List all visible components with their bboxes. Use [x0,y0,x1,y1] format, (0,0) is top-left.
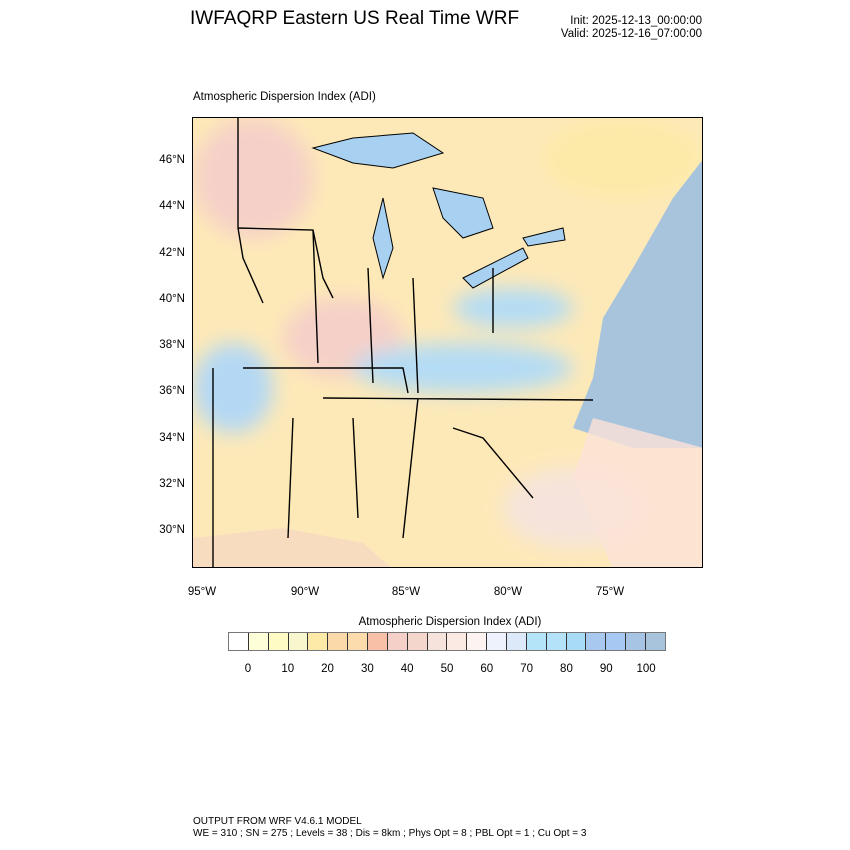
colorbar-tick-label: 60 [480,663,494,675]
colorbar-swatch [288,633,309,650]
gulf-of-mexico [193,528,391,567]
colorbar-tick-label: 70 [520,663,534,675]
colorbar-swatch [427,633,448,650]
colorbar-swatch [348,633,369,650]
lon-label: 75°W [595,586,625,598]
colorbar [228,632,666,651]
lon-label: 85°W [391,586,421,598]
colorbar-swatch [626,633,647,650]
colorbar-tick-label: 80 [560,663,573,675]
colorbar-swatch [387,633,408,650]
lon-label: 80°W [493,586,523,598]
low-adi-region [543,118,702,198]
lat-label: 40°N [159,293,185,305]
init-time: Init: 2025-12-13_00:00:00 [570,15,702,27]
colorbar-tick-label: 20 [321,663,334,675]
lat-label: 30°N [159,524,185,536]
lake-michigan [372,197,394,280]
colorbar-swatch [248,633,269,650]
colorbar-tick-label: 10 [281,663,295,675]
lat-label: 32°N [159,478,185,490]
colorbar-swatch [229,633,249,650]
colorbar-swatch [368,633,388,650]
lat-label: 34°N [159,432,185,444]
colorbar-swatch [447,633,468,650]
adi-map [192,117,703,568]
valid-time: Valid: 2025-12-16_07:00:00 [560,28,702,40]
lat-label: 38°N [159,339,185,351]
colorbar-swatch [606,633,627,650]
colorbar-swatch [328,633,349,650]
colorbar-tick-label: 0 [244,663,252,675]
atlantic-ocean [573,160,702,448]
colorbar-tick-label: 40 [400,663,414,675]
lat-label: 46°N [159,154,185,166]
colorbar-tick-label: 30 [360,663,374,675]
colorbar-swatch [487,633,508,650]
colorbar-swatch [407,633,428,650]
colorbar-title: Atmospheric Dispersion Index (ADI) [358,616,542,628]
state-borders [212,118,594,567]
colorbar-swatch [646,633,665,650]
colorbar-swatch [308,633,329,650]
lake-erie [462,247,529,289]
ocean-region [573,418,702,567]
colorbar-tick-label: 100 [636,663,656,675]
footer-config: WE = 310 ; SN = 275 ; Levels = 38 ; Dis … [193,828,587,839]
map-canvas [193,118,702,567]
lat-label: 36°N [159,385,185,397]
colorbar-swatch [268,633,289,650]
very-high-adi-region [453,288,573,328]
colorbar-swatch [566,633,587,650]
plot-title: IWFAQRP Eastern US Real Time WRF [190,8,520,29]
lon-label: 90°W [290,586,320,598]
lake-ontario [522,227,566,247]
lat-label: 44°N [159,200,185,212]
map-subtitle: Atmospheric Dispersion Index (ADI) [193,91,376,103]
footer-model: OUTPUT FROM WRF V4.6.1 MODEL [193,816,362,827]
lon-label: 95°W [187,586,217,598]
lake-superior [311,132,445,169]
lat-label: 42°N [159,247,185,259]
colorbar-tick-label: 50 [440,663,454,675]
very-high-adi-region [193,343,273,433]
high-adi-region [193,118,313,238]
colorbar-swatch [467,633,488,650]
lake-huron [432,187,494,239]
colorbar-swatch [546,633,567,650]
very-high-adi-region [353,343,573,393]
colorbar-swatch [526,633,547,650]
colorbar-swatch [586,633,607,650]
colorbar-tick-label: 90 [599,663,613,675]
colorbar-swatch [507,633,527,650]
